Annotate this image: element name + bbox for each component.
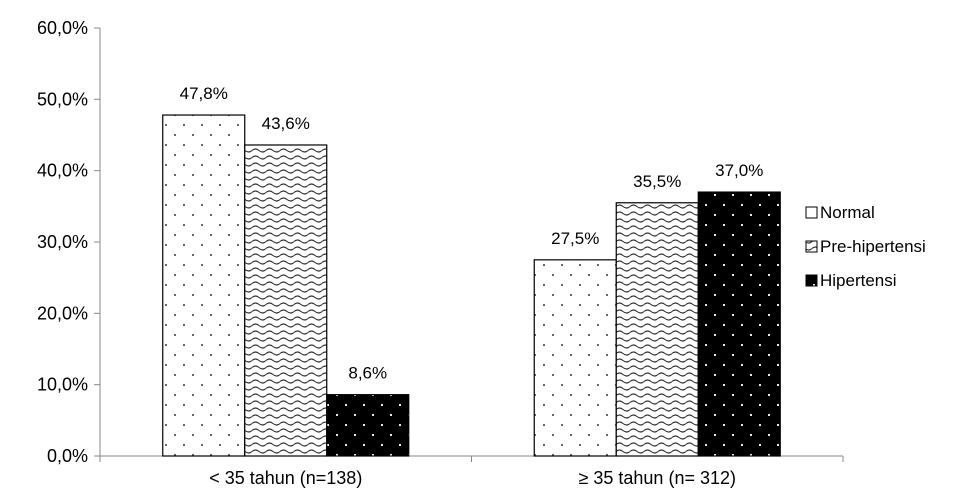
y-tick-label: 0,0% (47, 446, 88, 466)
x-tick-label: < 35 tahun (n=138) (209, 468, 362, 488)
legend-label: Normal (820, 203, 875, 222)
y-tick-label: 30,0% (37, 232, 88, 252)
data-label: 35,5% (633, 172, 681, 191)
y-tick-label: 40,0% (37, 161, 88, 181)
y-tick-label: 60,0% (37, 18, 88, 38)
bar-hipertensi (326, 394, 410, 457)
bars (162, 114, 781, 457)
bar-normal (533, 259, 617, 457)
legend-swatch (805, 206, 818, 219)
legend-label: Pre-hipertensi (820, 237, 926, 256)
legend-label: Hipertensi (820, 271, 897, 290)
y-ticks: 0,0% 10,0% 20,0% 30,0% 40,0% 50,0% 60,0% (37, 18, 100, 466)
legend-swatch (805, 240, 818, 253)
bar-normal (162, 114, 246, 457)
bar-hipertensi (697, 191, 781, 457)
data-label: 37,0% (715, 161, 763, 180)
data-labels: 47,8% 27,5% 43,6% 35,5% 8,6% 37,0% (180, 84, 764, 383)
data-label: 27,5% (551, 229, 599, 248)
data-label: 47,8% (180, 84, 228, 103)
bar-pre-hipertensi (244, 144, 328, 457)
data-label: 43,6% (262, 114, 310, 133)
y-tick-label: 20,0% (37, 303, 88, 323)
y-tick-label: 50,0% (37, 89, 88, 109)
legend: Normal Pre-hipertensi Hipertensi (805, 203, 926, 290)
y-tick-label: 10,0% (37, 375, 88, 395)
x-tick-label: ≥ 35 tahun (n= 312) (579, 468, 737, 488)
bar-pre-hipertensi (615, 202, 699, 457)
x-ticks: < 35 tahun (n=138) ≥ 35 tahun (n= 312) (99, 456, 844, 488)
legend-swatch (805, 274, 818, 287)
data-label: 8,6% (348, 364, 387, 383)
